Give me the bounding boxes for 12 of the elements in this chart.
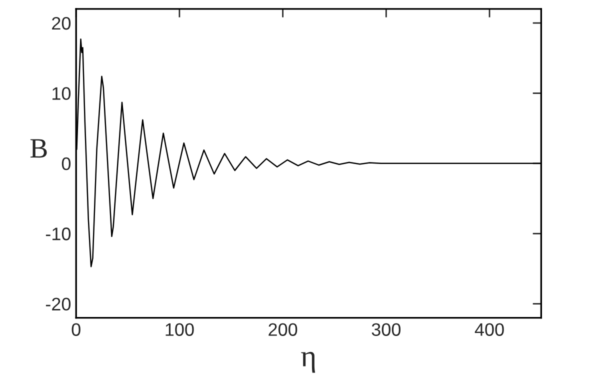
x-tick-label: 0: [72, 323, 80, 336]
y-tick-label: 10: [52, 87, 71, 100]
y-tick-label: 20: [52, 16, 71, 30]
y-tick-label: -10: [46, 228, 71, 240]
x-tick-label: 300: [372, 323, 401, 336]
x-tick-label: 200: [268, 323, 298, 336]
x-tick-label: 100: [166, 323, 194, 336]
x-axis-title: η: [301, 352, 316, 373]
y-axis-title: B: [30, 139, 47, 158]
y-tick-label: -20: [46, 298, 71, 311]
x-tick-label: 400: [474, 323, 504, 336]
y-tick-label: 0: [62, 157, 71, 170]
